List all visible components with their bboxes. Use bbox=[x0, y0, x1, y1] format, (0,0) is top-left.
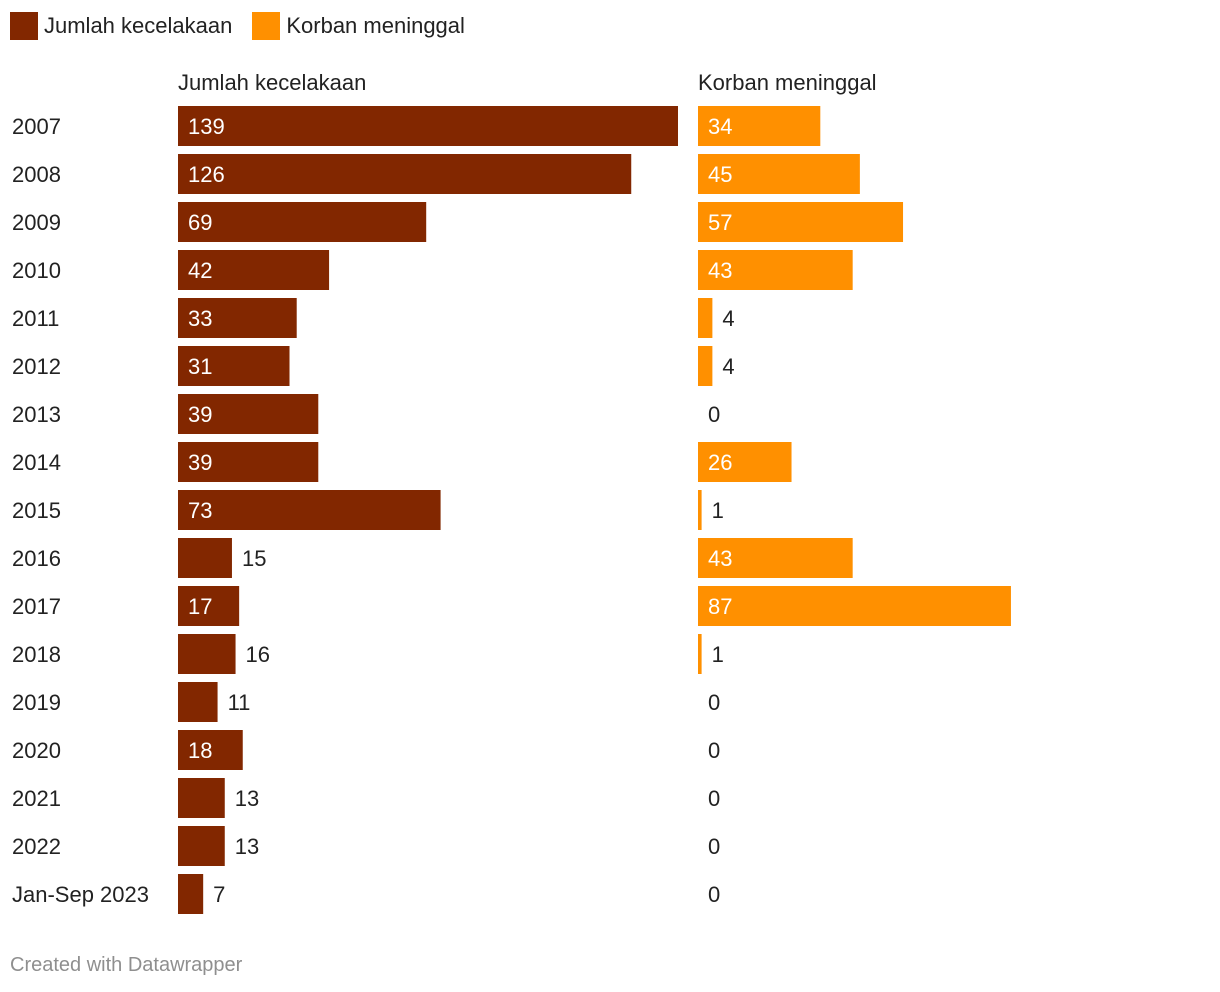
category-label: 2017 bbox=[12, 594, 61, 619]
bar-0 bbox=[178, 298, 297, 338]
category-label: 2021 bbox=[12, 786, 61, 811]
data-label-0: 18 bbox=[188, 738, 212, 763]
bar-0 bbox=[178, 586, 240, 626]
bar-0 bbox=[178, 106, 678, 146]
data-label-1: 45 bbox=[708, 162, 732, 187]
data-label-1: 1 bbox=[712, 498, 724, 523]
data-label-0: 13 bbox=[235, 786, 259, 811]
legend-swatch-korban-meninggal bbox=[252, 12, 281, 40]
legend-swatch-jumlah-kecelakaan bbox=[10, 12, 38, 40]
data-label-1: 0 bbox=[708, 834, 720, 859]
bar-0 bbox=[178, 826, 225, 866]
bar-0 bbox=[178, 778, 225, 818]
data-label-0: 15 bbox=[242, 546, 266, 571]
bar-0 bbox=[178, 634, 236, 674]
bar-1 bbox=[698, 154, 860, 194]
bar-1 bbox=[698, 490, 702, 530]
data-label-0: 7 bbox=[213, 882, 225, 907]
bar-0 bbox=[178, 250, 330, 290]
bar-0 bbox=[178, 874, 204, 914]
category-label: 2015 bbox=[12, 498, 61, 523]
panel-title-0: Jumlah kecelakaan bbox=[178, 70, 366, 95]
data-label-1: 26 bbox=[708, 450, 732, 475]
data-label-0: 69 bbox=[188, 210, 212, 235]
category-label: 2018 bbox=[12, 642, 61, 667]
bar-0 bbox=[178, 538, 232, 578]
bar-0 bbox=[178, 490, 441, 530]
data-label-0: 39 bbox=[188, 402, 212, 427]
legend-label-korban-meninggal: Korban meninggal bbox=[286, 13, 465, 38]
data-label-1: 43 bbox=[708, 258, 732, 283]
data-label-1: 57 bbox=[708, 210, 732, 235]
data-label-0: 13 bbox=[235, 834, 259, 859]
data-label-1: 0 bbox=[708, 882, 720, 907]
data-label-1: 34 bbox=[708, 114, 732, 139]
bar-1 bbox=[698, 442, 792, 482]
legend: Jumlah kecelakaan Korban meninggal bbox=[10, 12, 465, 40]
category-label: 2022 bbox=[12, 834, 61, 859]
bar-0 bbox=[178, 730, 243, 770]
category-label: 2009 bbox=[12, 210, 61, 235]
bar-1 bbox=[698, 106, 821, 146]
bar-1 bbox=[698, 586, 1011, 626]
data-label-0: 126 bbox=[188, 162, 225, 187]
data-label-0: 31 bbox=[188, 354, 212, 379]
category-label: 2020 bbox=[12, 738, 61, 763]
data-label-0: 17 bbox=[188, 594, 212, 619]
category-label: Jan-Sep 2023 bbox=[12, 882, 149, 907]
category-label: 2014 bbox=[12, 450, 61, 475]
data-label-1: 4 bbox=[722, 306, 734, 331]
bar-0 bbox=[178, 682, 218, 722]
panel-title-1: Korban meninggal bbox=[698, 70, 877, 95]
footer-credit: Created with Datawrapper bbox=[10, 954, 243, 976]
data-label-1: 0 bbox=[708, 402, 720, 427]
category-label: 2010 bbox=[12, 258, 61, 283]
category-label: 2007 bbox=[12, 114, 61, 139]
data-label-1: 0 bbox=[708, 786, 720, 811]
data-label-1: 43 bbox=[708, 546, 732, 571]
category-label: 2012 bbox=[12, 354, 61, 379]
category-label: 2016 bbox=[12, 546, 61, 571]
data-label-0: 16 bbox=[246, 642, 270, 667]
bar-1 bbox=[698, 634, 702, 674]
bar-1 bbox=[698, 538, 853, 578]
data-label-1: 0 bbox=[708, 690, 720, 715]
data-label-1: 1 bbox=[712, 642, 724, 667]
category-label: 2019 bbox=[12, 690, 61, 715]
legend-item-jumlah-kecelakaan: Jumlah kecelakaan bbox=[10, 12, 232, 40]
bar-1 bbox=[698, 346, 713, 386]
category-label: 2011 bbox=[12, 306, 59, 331]
bar-0 bbox=[178, 154, 632, 194]
data-label-0: 139 bbox=[188, 114, 225, 139]
bar-1 bbox=[698, 298, 713, 338]
legend-label-jumlah-kecelakaan: Jumlah kecelakaan bbox=[44, 13, 233, 38]
data-label-0: 39 bbox=[188, 450, 212, 475]
data-label-0: 33 bbox=[188, 306, 212, 331]
bar-1 bbox=[698, 202, 904, 242]
legend-item-korban-meninggal: Korban meninggal bbox=[252, 12, 465, 40]
bar-1 bbox=[698, 250, 853, 290]
bar-0 bbox=[178, 394, 319, 434]
data-label-1: 4 bbox=[722, 354, 734, 379]
category-label: 2013 bbox=[12, 402, 61, 427]
bar-0 bbox=[178, 202, 427, 242]
data-label-0: 11 bbox=[228, 690, 251, 715]
data-label-0: 73 bbox=[188, 498, 212, 523]
data-label-1: 0 bbox=[708, 738, 720, 763]
bar-0 bbox=[178, 346, 290, 386]
data-label-1: 87 bbox=[708, 594, 732, 619]
data-label-0: 42 bbox=[188, 258, 212, 283]
bar-0 bbox=[178, 442, 319, 482]
category-label: 2008 bbox=[12, 162, 61, 187]
